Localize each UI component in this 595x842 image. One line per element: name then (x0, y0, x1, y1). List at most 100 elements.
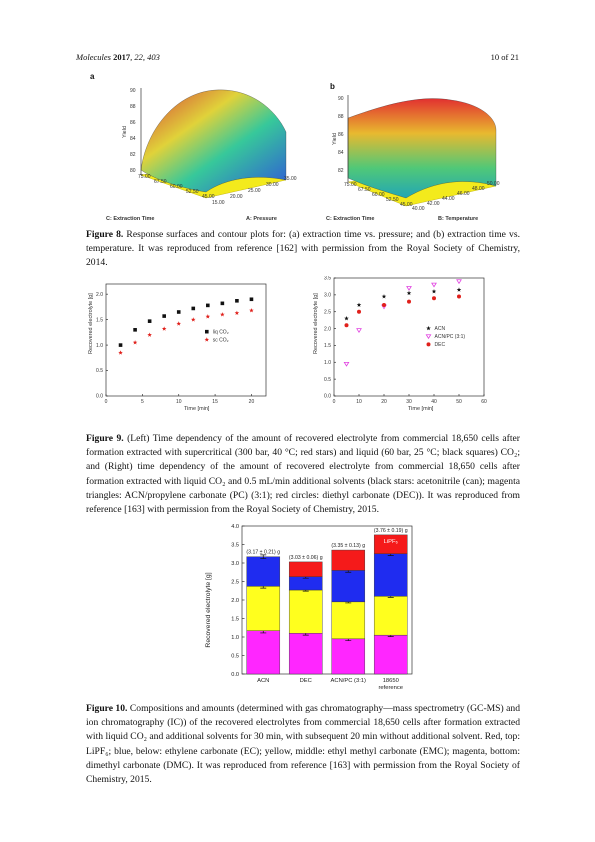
panel-a-letter: a (90, 72, 95, 81)
fig9-left-ytick-label: 0.0 (96, 394, 103, 400)
fig9-right-point (457, 294, 461, 299)
fig10-bar-segment (331, 601, 366, 640)
fig9-right-xtick-label: 20 (381, 399, 387, 405)
fig10-bar-segment (373, 534, 408, 554)
panel-a-z-tick: 80 (130, 168, 136, 174)
fig9-left-xlabel: Time [min] (184, 406, 210, 412)
fig9-right-ytick-label: 1.5 (324, 343, 331, 349)
fig10-plot: 0.0 0.5 1.0 1.5 2.0 2.5 3.0 3.5 4.0 ACN (3.17 ± 0.… (231, 524, 413, 691)
fig9-left-point (190, 317, 196, 322)
fig9-left-xtick-label: 10 (176, 399, 182, 405)
fig10-category-label: ACN/PC (3:1) (331, 678, 367, 684)
fig9-left-point (249, 297, 254, 302)
fig9-right-point (406, 286, 412, 291)
fig9-right-ytick-label: 2.0 (324, 326, 331, 332)
panel-a-z-tick: 82 (130, 152, 136, 158)
panel-b-x-tick: 60.00 (372, 192, 385, 198)
panel-a-x-tick: 67.50 (154, 179, 167, 185)
fig10-lipf6-annotation: LiPF₆ (384, 539, 399, 545)
fig9-left-xtick-label: 15 (212, 399, 218, 405)
fig9-right-xtick-label: 0 (333, 399, 336, 405)
panel-a-y-tick: 30.00 (266, 182, 279, 188)
fig10-ytick-label: 0.5 (231, 654, 239, 660)
panel-b-x-tick: 52.50 (386, 197, 399, 203)
fig9-right-point (344, 323, 349, 328)
panel-b-x-tick: 67.50 (358, 187, 371, 193)
fig9-left-point (162, 314, 166, 318)
fig9-left-point (220, 312, 225, 317)
fig10-bar-segment (373, 553, 408, 597)
panel-a-y-ticks: 15.00 20.00 25.00 30.00 35.00 (212, 176, 297, 206)
fig9-left-point (249, 308, 254, 313)
panel-b-z-tick: 86 (338, 132, 344, 138)
fig10-ytick-label: 1.0 (231, 635, 239, 641)
fig9-right-xtick-label: 60 (481, 399, 487, 405)
fig10-error-bar (260, 554, 267, 559)
panel-a-surface (140, 89, 287, 193)
fig9-right-point (456, 287, 462, 292)
fig10-ytick-label: 3.5 (231, 543, 239, 549)
fig9-right-ytick-label: 0.0 (324, 394, 331, 400)
fig10-bar-segment (288, 561, 323, 577)
fig9-left-frame (105, 283, 267, 397)
fig9-right-point (382, 302, 386, 307)
panel-b-surface (347, 98, 497, 199)
fig9-left-point (191, 306, 196, 311)
fig9-left-plot: 0 5 10 15 20 0.0 0.5 1.0 1.5 2.0 liq CO₂ sc CO₂ (96, 283, 267, 405)
fig9-left-legend-marker (205, 329, 209, 334)
panel-a-y-tick: 25.00 (248, 188, 261, 194)
fig10-ytick-label: 4.0 (231, 524, 239, 530)
fig9-left-point (161, 326, 167, 331)
fig10-bar-segment (331, 638, 366, 675)
fig9-left-legend-label: sc CO₂ (213, 337, 229, 343)
fig9-right-legend-marker (426, 325, 431, 331)
panel-b-z-tick: 90 (338, 96, 344, 102)
fig10-ylabel: Recovered electrolyte [g] (205, 572, 212, 647)
figure-9-charts: Recovered electrolyte [g] Time [min] Rec… (88, 276, 487, 412)
panel-b-z-tick: 88 (338, 114, 344, 120)
fig10-bar-segment (288, 589, 323, 634)
fig10-bar-segment (246, 630, 281, 675)
fig10-category-label: 18650 (383, 678, 399, 684)
panel-b-letter: b (330, 82, 335, 91)
panel-b-y-tick: 46.00 (457, 191, 470, 197)
panel-a-x-tick: 75.00 (138, 174, 151, 180)
fig9-left-ytick-label: 2.0 (96, 292, 103, 298)
fig9-left-point (176, 321, 182, 326)
panel-b-y-tick: 44.00 (442, 196, 455, 202)
fig10-total-label: (3.76 ± 0.19) g (374, 528, 408, 534)
fig9-left-legend-marker (204, 337, 210, 342)
fig9-right-legend-label: ACN (435, 326, 446, 332)
fig9-right-ytick-label: 2.5 (324, 309, 331, 315)
fig10-ytick-label: 0.0 (231, 672, 239, 678)
fig10-total-label: (3.17 ± 0.21) g (246, 550, 280, 556)
panel-a-y-tick: 20.00 (230, 194, 243, 200)
panel-b-z-tick: 82 (338, 168, 344, 174)
fig9-right-ytick-label: 3.0 (324, 293, 331, 299)
panel-a-x-label: C: Extraction Time (106, 216, 155, 222)
fig9-left-ylabel: Recovered electrolyte [g] (88, 293, 94, 354)
fig9-right-point (431, 282, 437, 288)
fig9-right-xlabel: Time [min] (408, 406, 434, 412)
figure-8-caption: Figure 8. Response surfaces and contour … (86, 229, 520, 269)
fig9-right-point (431, 289, 437, 294)
figure-10-chart: Recovered electrolyte [g] 0.0 0.5 1.0 1.5 2.… (205, 524, 413, 691)
fig9-right-legend-marker (426, 342, 431, 347)
fig9-left-point (176, 310, 181, 314)
fig9-left-ytick-label: 0.5 (96, 368, 103, 374)
fig9-left-xtick-label: 5 (141, 399, 144, 405)
figure-8: a Yield 90 88 86 84 82 80 C: Extraction Time … (86, 70, 520, 222)
panel-b-x-tick: 45.00 (400, 202, 413, 208)
page-number: 10 of 21 (490, 52, 519, 62)
panel-a-y-tick: 15.00 (212, 200, 225, 206)
fig9-left-point (147, 319, 152, 323)
fig10-ytick-label: 3.0 (231, 561, 239, 567)
panel-b-y-tick: 42.00 (427, 201, 440, 207)
fig9-right-point (432, 296, 436, 301)
fig9-left-point (206, 303, 210, 308)
fig9-right-point (406, 290, 412, 296)
panel-a-z-tick: 88 (130, 104, 136, 110)
